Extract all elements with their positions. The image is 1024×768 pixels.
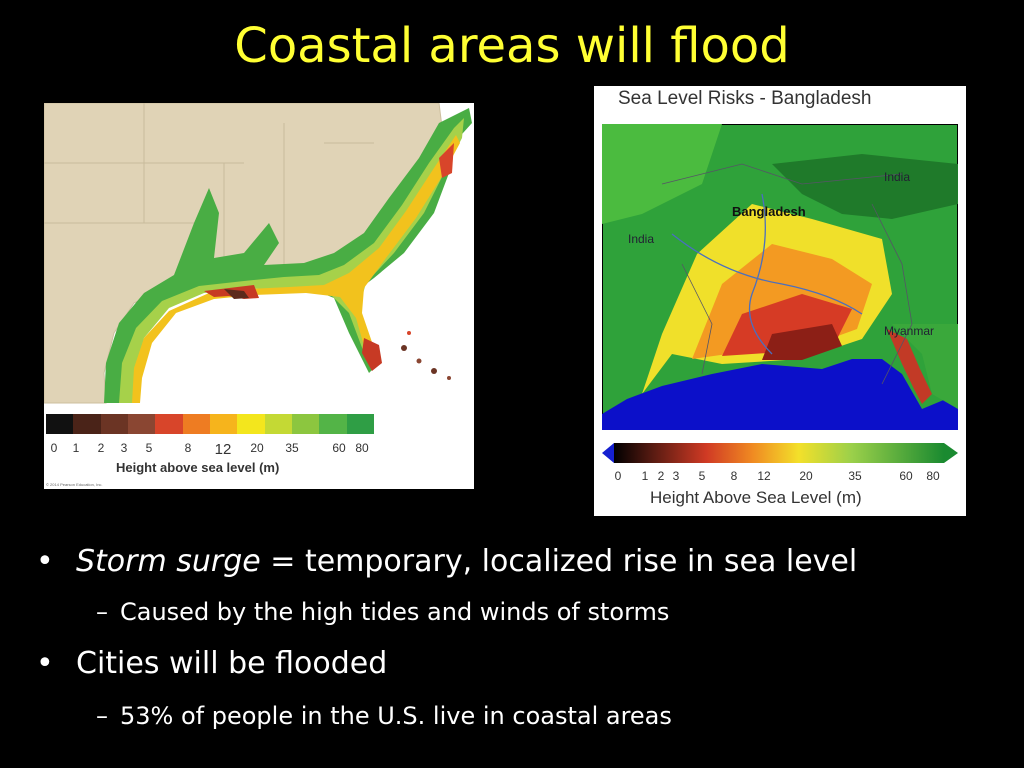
- bd-legend-tick: 2: [657, 469, 665, 483]
- bd-label-bangladesh: Bangladesh: [732, 204, 806, 219]
- sub-bullet-text: 53% of people in the U.S. live in coasta…: [120, 702, 672, 730]
- us-legend-tick: 3: [120, 441, 128, 455]
- us-legend-swatch: [264, 414, 292, 434]
- bd-label-india-east: India: [884, 170, 911, 184]
- bd-legend-tick: 8: [730, 469, 738, 483]
- bullet-rest: = temporary, localized rise in sea level: [260, 544, 858, 579]
- bd-legend-tick: 3: [672, 469, 680, 483]
- bangladesh-flood-map: Sea Level Risks - Bangladesh India Bangl…: [594, 86, 966, 516]
- us-map-copyright: © 2014 Pearson Education, Inc.: [46, 482, 103, 487]
- bd-map-graphic: [602, 124, 958, 430]
- bd-legend-title: Height Above Sea Level (m): [650, 488, 862, 507]
- bd-legend-tick: 20: [799, 469, 813, 483]
- us-legend-swatch: [346, 414, 374, 434]
- bd-legend-ticks: 0 1 2 3 5 8 12 20 35 60 80: [614, 469, 944, 485]
- slide-title: Coastal areas will flood: [234, 18, 790, 74]
- us-legend-tick: 35: [285, 441, 299, 455]
- bd-legend-tick: 0: [614, 469, 622, 483]
- sub-bullet-dash: –: [96, 702, 108, 730]
- us-legend-tick: 80: [355, 441, 369, 455]
- bullet-dot: •: [36, 646, 54, 681]
- bullet-dot: •: [36, 544, 54, 579]
- bullet-text: Cities will be flooded: [76, 646, 388, 681]
- us-legend-title: Height above sea level (m): [116, 460, 280, 475]
- us-legend-tick: 1: [72, 441, 80, 455]
- us-legend-tick: 2: [97, 441, 105, 455]
- bd-legend-tick: 80: [926, 469, 940, 483]
- us-legend-swatch: [182, 414, 210, 434]
- us-legend-swatch: [155, 414, 183, 434]
- bd-legend-tick: 60: [899, 469, 913, 483]
- bd-legend-bar: [602, 443, 958, 463]
- us-legend-swatch: [100, 414, 128, 434]
- us-legend-swatch: [73, 414, 101, 434]
- sub-bullet-dash: –: [96, 598, 108, 626]
- us-legend-swatch: [319, 414, 347, 434]
- us-legend-tick: 60: [332, 441, 346, 455]
- us-legend-bar: [46, 414, 374, 434]
- sub-bullet-text: Caused by the high tides and winds of st…: [120, 598, 670, 626]
- us-legend-swatch: [291, 414, 320, 434]
- us-legend-tick: 20: [250, 441, 264, 455]
- bd-legend-tick: 1: [641, 469, 649, 483]
- bd-legend-tick: 5: [698, 469, 706, 483]
- us-legend-swatch: [46, 414, 74, 434]
- us-legend-tick: 0: [50, 441, 58, 455]
- us-legend-ticks: 0 1 2 3 5 8 12 20 35 60 80: [46, 441, 374, 458]
- bullet-emph: Storm surge: [76, 544, 261, 579]
- us-legend-tick: 5: [145, 441, 153, 455]
- bd-legend-tick: 12: [757, 469, 771, 483]
- us-legend-swatch: [209, 414, 238, 434]
- us-map-graphic: [44, 103, 474, 413]
- bullet-text: Storm surge = temporary, localized rise …: [76, 544, 857, 579]
- bd-label-india-west: India: [628, 232, 655, 246]
- us-legend-tick: 8: [184, 441, 192, 455]
- us-coastal-flood-map: 0 1 2 3 5 8 12 20 35 60 80 Height above sea level …: [44, 103, 474, 489]
- bd-label-myanmar: Myanmar: [884, 324, 935, 338]
- us-legend-swatch: [127, 414, 156, 434]
- bd-legend-tick: 35: [848, 469, 862, 483]
- us-legend-swatch: [237, 414, 265, 434]
- us-legend-tick: 12: [214, 441, 232, 458]
- bd-map-title: Sea Level Risks - Bangladesh: [618, 88, 872, 109]
